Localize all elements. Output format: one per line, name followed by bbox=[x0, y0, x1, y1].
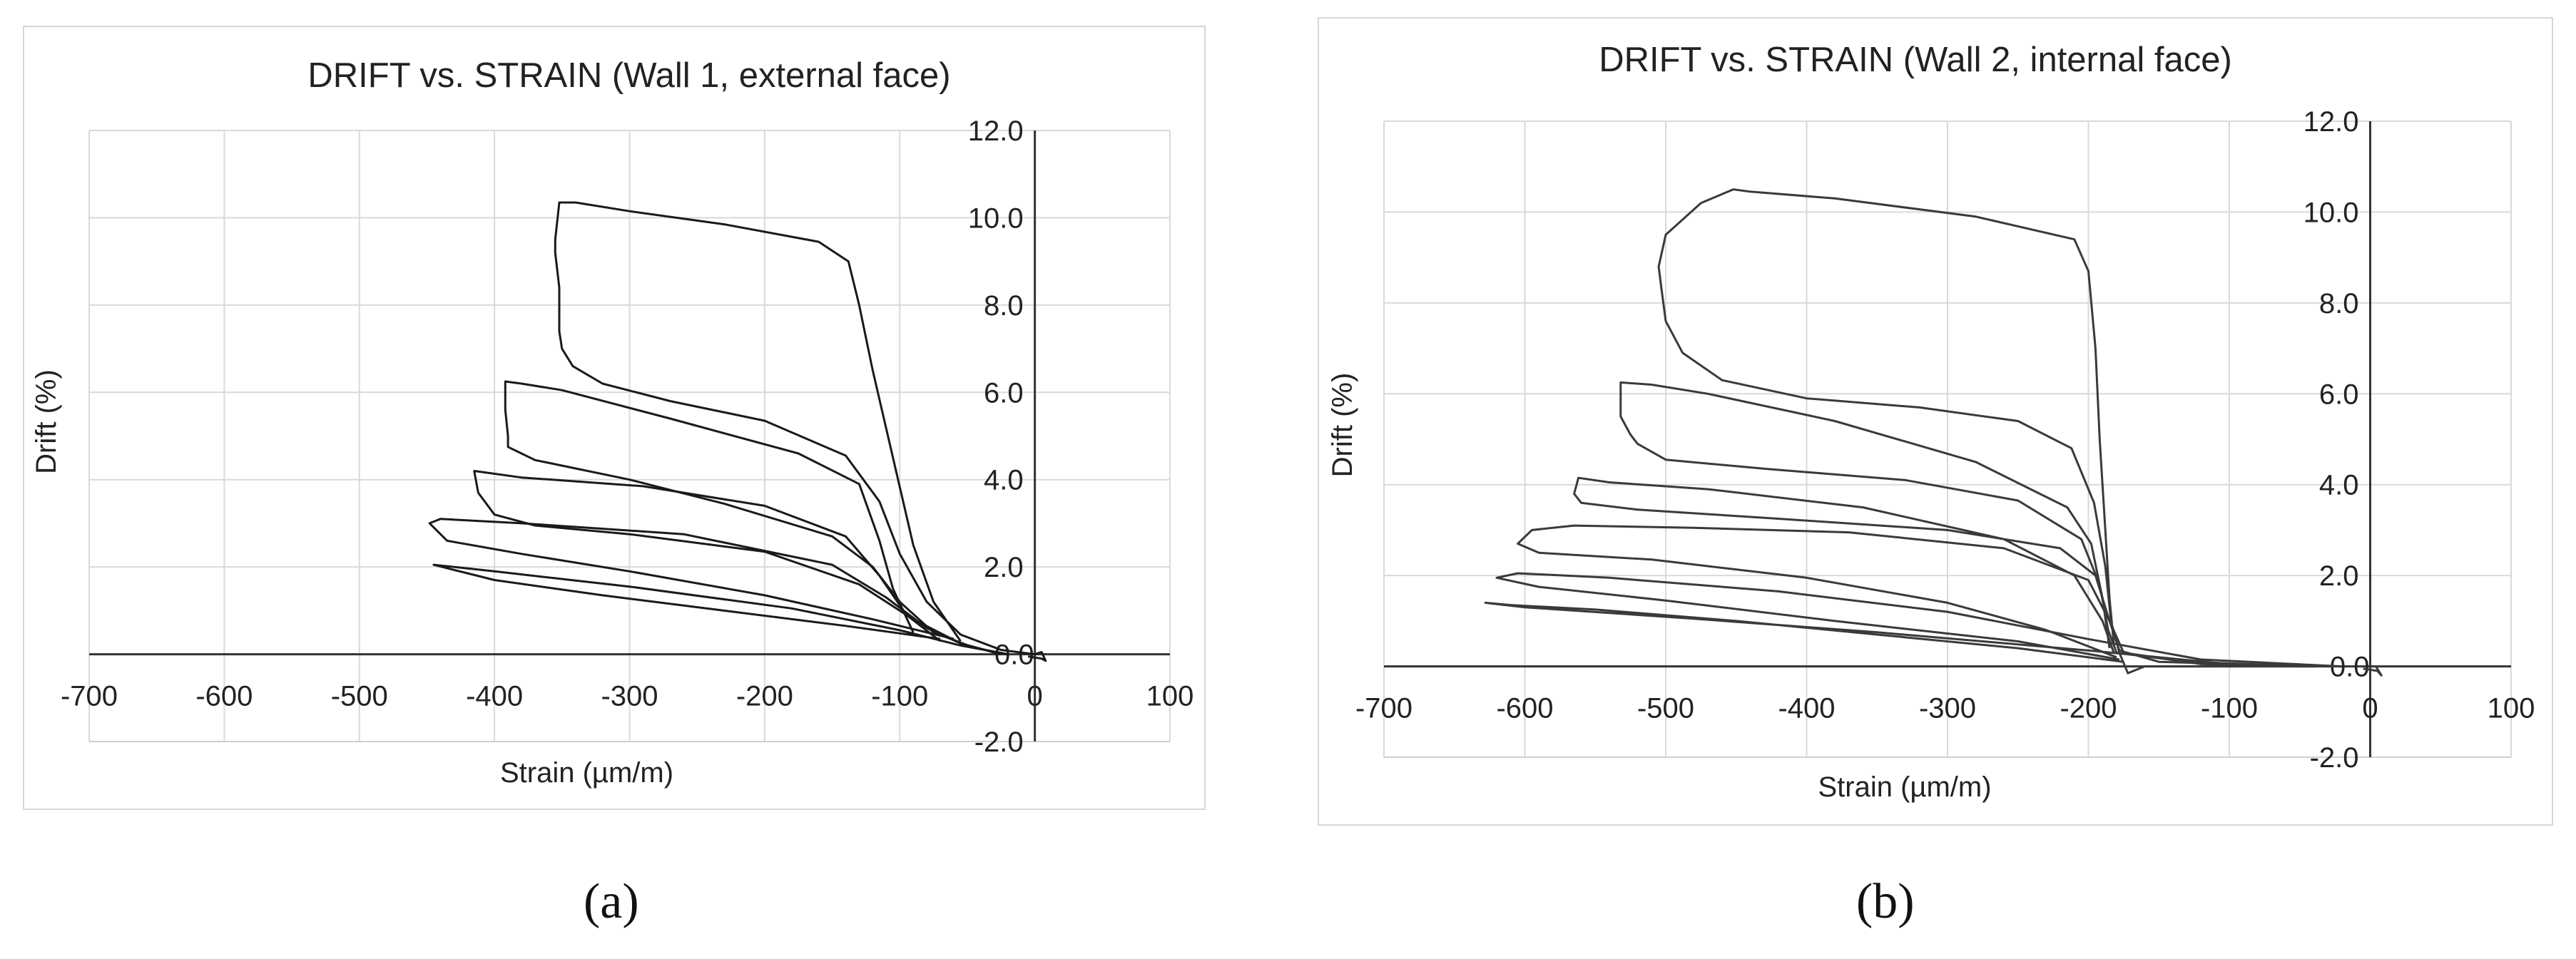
series-line-5 bbox=[554, 201, 1035, 656]
series-line-4 bbox=[1573, 476, 2314, 668]
y-tick-label: 8.0 bbox=[984, 290, 1024, 322]
chart-a-frame bbox=[23, 26, 1206, 810]
x-tick-label: 100 bbox=[2488, 693, 2535, 724]
series-line-4 bbox=[504, 380, 1009, 656]
y-tick-label: 10.0 bbox=[2303, 197, 2359, 228]
x-tick-label: -700 bbox=[61, 681, 118, 712]
y-tick-label: 4.0 bbox=[2319, 470, 2359, 501]
x-tick-label: 0 bbox=[1027, 681, 1043, 712]
series-line-2 bbox=[1495, 572, 2343, 668]
series-line-5 bbox=[1619, 381, 2314, 668]
y-tick-label: 6.0 bbox=[2319, 379, 2359, 410]
y-axis-label: Drift (%) bbox=[1327, 373, 1358, 478]
chart-title: DRIFT vs. STRAIN (Wall 1, external face) bbox=[307, 56, 950, 95]
y-tick-label: 2.0 bbox=[2319, 560, 2359, 592]
x-tick-label: -100 bbox=[871, 681, 928, 712]
x-tick-label: -200 bbox=[736, 681, 793, 712]
x-tick-label: -600 bbox=[1496, 693, 1553, 724]
series-line-2 bbox=[428, 518, 1002, 656]
series-line-7 bbox=[2363, 665, 2383, 677]
y-tick-label: -2.0 bbox=[974, 727, 1024, 758]
y-tick-label: 8.0 bbox=[2319, 288, 2359, 319]
y-tick-label: 12.0 bbox=[968, 116, 1024, 147]
x-tick-label: -400 bbox=[1778, 693, 1835, 724]
series-line-6 bbox=[1657, 188, 2314, 675]
y-tick-label: 2.0 bbox=[984, 552, 1024, 583]
y-axis-label: Drift (%) bbox=[31, 369, 62, 474]
x-tick-label: -200 bbox=[2060, 693, 2117, 724]
y-tick-label: -2.0 bbox=[2310, 742, 2359, 774]
x-tick-label: -300 bbox=[601, 681, 658, 712]
panel-label-a: (a) bbox=[584, 874, 639, 929]
y-tick-label: 12.0 bbox=[2303, 106, 2359, 138]
x-tick-label: -100 bbox=[2201, 693, 2258, 724]
x-tick-label: -700 bbox=[1355, 693, 1412, 724]
chart-title: DRIFT vs. STRAIN (Wall 2, internal face) bbox=[1599, 41, 2232, 79]
x-tick-label: 100 bbox=[1146, 681, 1194, 712]
chart-b-frame bbox=[1318, 17, 2553, 826]
y-tick-label: 4.0 bbox=[984, 465, 1024, 496]
x-tick-label: -500 bbox=[1637, 693, 1694, 724]
panel-label-b: (b) bbox=[1856, 874, 1915, 929]
series-line-1 bbox=[1484, 601, 2343, 668]
series-line-6 bbox=[1027, 651, 1047, 662]
x-tick-label: -600 bbox=[195, 681, 253, 712]
x-tick-label: 0 bbox=[2362, 693, 2378, 724]
x-tick-label: -300 bbox=[1919, 693, 1976, 724]
y-tick-label: 10.0 bbox=[968, 202, 1024, 234]
series-line-1 bbox=[432, 563, 1009, 656]
series-line-3 bbox=[473, 470, 1002, 656]
x-tick-label: -400 bbox=[466, 681, 523, 712]
origin-tick-label: 0.0 bbox=[994, 640, 1034, 671]
x-axis-label: Strain (µm/m) bbox=[1818, 771, 1991, 803]
x-tick-label: -500 bbox=[331, 681, 388, 712]
y-tick-label: 6.0 bbox=[984, 377, 1024, 409]
series-line-3 bbox=[1517, 524, 2328, 668]
x-axis-label: Strain (µm/m) bbox=[500, 757, 673, 789]
